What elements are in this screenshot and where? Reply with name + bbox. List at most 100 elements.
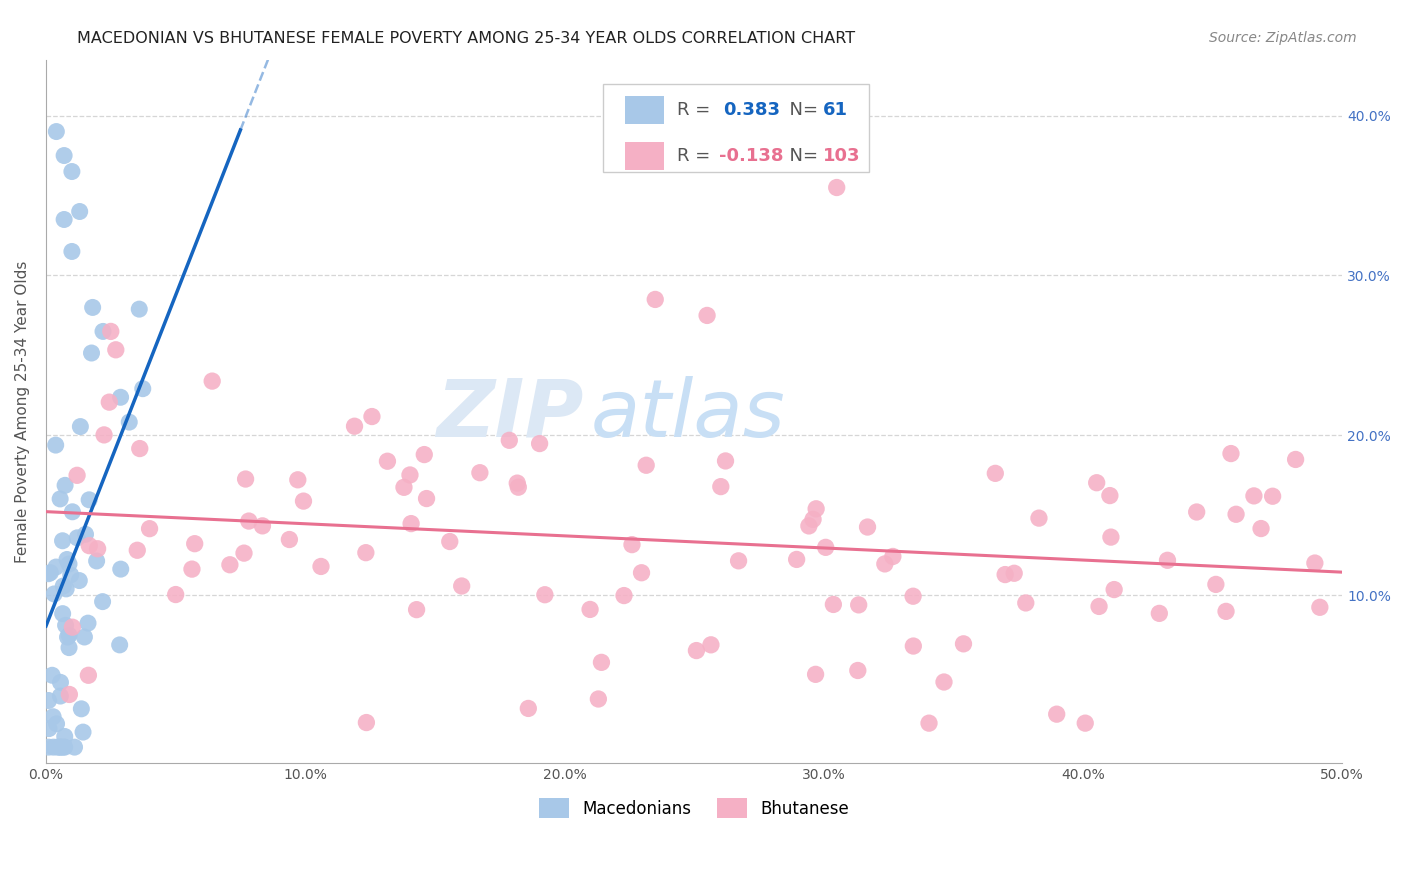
- Point: [413, 448, 436, 462]
- Point: [1085, 475, 1108, 490]
- Point: [91, 325, 114, 339]
- Point: [45, 438, 67, 452]
- Text: -0.138: -0.138: [718, 147, 783, 165]
- Text: R =: R =: [678, 147, 716, 165]
- Point: [620, 538, 643, 552]
- Point: [1046, 707, 1069, 722]
- Point: [55, 582, 77, 596]
- Legend: Macedonians, Bhutanese: Macedonians, Bhutanese: [533, 791, 855, 825]
- Point: [219, 558, 242, 572]
- Point: [42, 709, 65, 723]
- Point: [77, 492, 100, 507]
- Point: [685, 643, 707, 657]
- Point: [69, 204, 91, 219]
- Point: [377, 454, 399, 468]
- Point: [60, 620, 83, 634]
- Point: [468, 466, 491, 480]
- Point: [235, 472, 257, 486]
- Point: [309, 559, 332, 574]
- Point: [56, 552, 79, 566]
- Point: [1303, 556, 1326, 570]
- Point: [62, 505, 84, 519]
- Point: [75, 527, 97, 541]
- Point: [53, 212, 76, 227]
- Point: [118, 415, 141, 429]
- Text: 61: 61: [823, 102, 848, 120]
- Point: [399, 516, 422, 531]
- Point: [1149, 607, 1171, 621]
- Point: [1309, 600, 1331, 615]
- Point: [86, 541, 108, 556]
- Point: [508, 480, 530, 494]
- Point: [696, 309, 718, 323]
- Point: [38, 722, 60, 736]
- Point: [48, 740, 70, 755]
- Point: [181, 562, 204, 576]
- Point: [38, 566, 60, 581]
- Point: [128, 442, 150, 456]
- Point: [901, 589, 924, 603]
- Point: [127, 543, 149, 558]
- Point: [39, 566, 62, 580]
- Point: [823, 598, 845, 612]
- Point: [201, 374, 224, 388]
- Point: [292, 494, 315, 508]
- Point: [104, 343, 127, 357]
- Point: [814, 541, 837, 555]
- Point: [1088, 599, 1111, 614]
- Point: [46, 740, 69, 755]
- Point: [77, 616, 100, 631]
- Point: [52, 740, 75, 755]
- Point: [354, 546, 377, 560]
- Point: [93, 428, 115, 442]
- Point: [56, 630, 79, 644]
- Point: [1102, 582, 1125, 597]
- Point: [278, 533, 301, 547]
- Point: [1015, 596, 1038, 610]
- Point: [1243, 489, 1265, 503]
- Point: [73, 630, 96, 644]
- Point: [506, 476, 529, 491]
- Point: [287, 473, 309, 487]
- Point: [60, 244, 83, 259]
- Point: [1099, 530, 1122, 544]
- Point: [82, 301, 104, 315]
- Text: Source: ZipAtlas.com: Source: ZipAtlas.com: [1209, 31, 1357, 45]
- Point: [984, 467, 1007, 481]
- Point: [613, 589, 636, 603]
- Point: [529, 436, 551, 450]
- Point: [1156, 553, 1178, 567]
- Point: [108, 638, 131, 652]
- Point: [439, 534, 461, 549]
- Point: [238, 514, 260, 528]
- Point: [66, 531, 89, 545]
- Point: [49, 491, 72, 506]
- Point: [49, 689, 72, 703]
- Point: [52, 607, 75, 621]
- Point: [1261, 489, 1284, 503]
- Point: [58, 688, 80, 702]
- Point: [361, 409, 384, 424]
- Point: [591, 656, 613, 670]
- Point: [1215, 604, 1237, 618]
- Text: 0.383: 0.383: [723, 102, 780, 120]
- Point: [1074, 716, 1097, 731]
- Point: [399, 467, 422, 482]
- Point: [343, 419, 366, 434]
- Point: [66, 468, 89, 483]
- Point: [110, 562, 132, 576]
- Point: [110, 390, 132, 404]
- Point: [1098, 489, 1121, 503]
- Point: [700, 638, 723, 652]
- Point: [45, 716, 67, 731]
- Point: [644, 293, 666, 307]
- Point: [405, 602, 427, 616]
- Point: [804, 667, 827, 681]
- Point: [98, 395, 121, 409]
- Point: [932, 675, 955, 690]
- Point: [128, 302, 150, 317]
- Point: [710, 480, 733, 494]
- Text: N=: N=: [779, 102, 818, 120]
- Point: [49, 675, 72, 690]
- Text: atlas: atlas: [591, 376, 785, 454]
